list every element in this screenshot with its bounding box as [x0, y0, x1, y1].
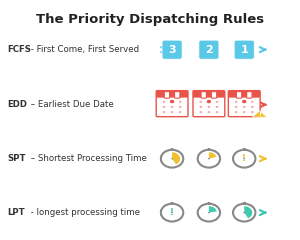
Circle shape [163, 106, 165, 108]
FancyBboxPatch shape [164, 92, 169, 98]
Text: – Shortest Processing Time: – Shortest Processing Time [28, 154, 147, 163]
Circle shape [170, 100, 174, 103]
Bar [218, 210, 220, 211]
Circle shape [233, 150, 255, 168]
Circle shape [243, 158, 245, 159]
Text: 3: 3 [168, 45, 176, 55]
Circle shape [243, 148, 246, 150]
Circle shape [171, 111, 173, 113]
Circle shape [216, 101, 218, 103]
Bar [163, 210, 165, 211]
Circle shape [235, 106, 238, 108]
Text: 1: 1 [240, 45, 248, 55]
Circle shape [216, 111, 218, 113]
Text: LPT: LPT [7, 208, 25, 217]
Circle shape [243, 106, 245, 108]
Text: – Earliest Due Date: – Earliest Due Date [28, 100, 114, 109]
Circle shape [243, 202, 246, 204]
Text: - longest processing time: - longest processing time [28, 208, 140, 217]
Bar [254, 210, 256, 211]
Circle shape [243, 212, 245, 213]
FancyBboxPatch shape [193, 91, 225, 98]
Text: SPT: SPT [7, 154, 26, 163]
Circle shape [171, 101, 173, 103]
Circle shape [198, 204, 220, 222]
Circle shape [171, 106, 173, 108]
Circle shape [171, 148, 173, 150]
Circle shape [200, 101, 202, 103]
Circle shape [171, 202, 173, 204]
Text: - First Come, First Served: - First Come, First Served [28, 45, 140, 54]
Bar [194, 92, 224, 96]
Text: !: ! [170, 208, 174, 217]
Wedge shape [209, 152, 217, 159]
Circle shape [161, 150, 183, 168]
FancyBboxPatch shape [175, 92, 180, 98]
Bar [171, 148, 173, 151]
Circle shape [251, 106, 254, 108]
Circle shape [161, 204, 183, 222]
Circle shape [235, 101, 238, 103]
Text: !: ! [242, 154, 246, 163]
Circle shape [243, 101, 245, 103]
Wedge shape [172, 152, 180, 164]
Bar [200, 210, 201, 211]
Circle shape [163, 111, 165, 113]
FancyBboxPatch shape [212, 92, 217, 98]
FancyBboxPatch shape [228, 91, 260, 98]
Circle shape [251, 101, 254, 103]
Circle shape [200, 111, 202, 113]
Circle shape [208, 202, 210, 204]
Circle shape [198, 150, 220, 168]
Circle shape [208, 106, 210, 108]
FancyBboxPatch shape [236, 92, 242, 98]
Bar [208, 202, 210, 205]
Circle shape [163, 101, 165, 103]
Bar [243, 148, 246, 151]
Bar [182, 210, 184, 211]
Wedge shape [244, 206, 252, 218]
FancyBboxPatch shape [156, 91, 188, 98]
Text: !: ! [258, 112, 261, 117]
Bar [158, 92, 187, 96]
Circle shape [179, 106, 181, 108]
Circle shape [208, 148, 210, 150]
Circle shape [179, 111, 181, 113]
Bar [171, 202, 173, 205]
FancyBboxPatch shape [247, 92, 252, 98]
Circle shape [207, 100, 211, 103]
Circle shape [233, 204, 255, 222]
FancyBboxPatch shape [156, 91, 188, 117]
FancyBboxPatch shape [201, 92, 206, 98]
FancyBboxPatch shape [228, 91, 260, 117]
Circle shape [179, 101, 181, 103]
Text: 2: 2 [205, 45, 213, 55]
Bar [235, 210, 237, 211]
Bar [208, 148, 210, 151]
Circle shape [208, 111, 210, 113]
Circle shape [208, 158, 210, 159]
Circle shape [235, 111, 238, 113]
FancyBboxPatch shape [162, 40, 182, 59]
Wedge shape [209, 206, 217, 213]
Text: EDD: EDD [7, 100, 27, 109]
Circle shape [171, 158, 173, 159]
Circle shape [242, 100, 246, 103]
Circle shape [251, 111, 254, 113]
Text: FCFS: FCFS [7, 45, 31, 54]
FancyBboxPatch shape [199, 40, 219, 59]
Circle shape [200, 106, 202, 108]
Bar [243, 202, 246, 205]
FancyBboxPatch shape [234, 40, 254, 59]
Circle shape [216, 106, 218, 108]
Polygon shape [252, 111, 267, 117]
FancyBboxPatch shape [193, 91, 225, 117]
Circle shape [171, 212, 173, 213]
Circle shape [208, 212, 210, 213]
Bar [230, 92, 259, 96]
Text: The Priority Dispatching Rules: The Priority Dispatching Rules [36, 13, 264, 26]
Circle shape [208, 101, 210, 103]
Circle shape [243, 111, 245, 113]
